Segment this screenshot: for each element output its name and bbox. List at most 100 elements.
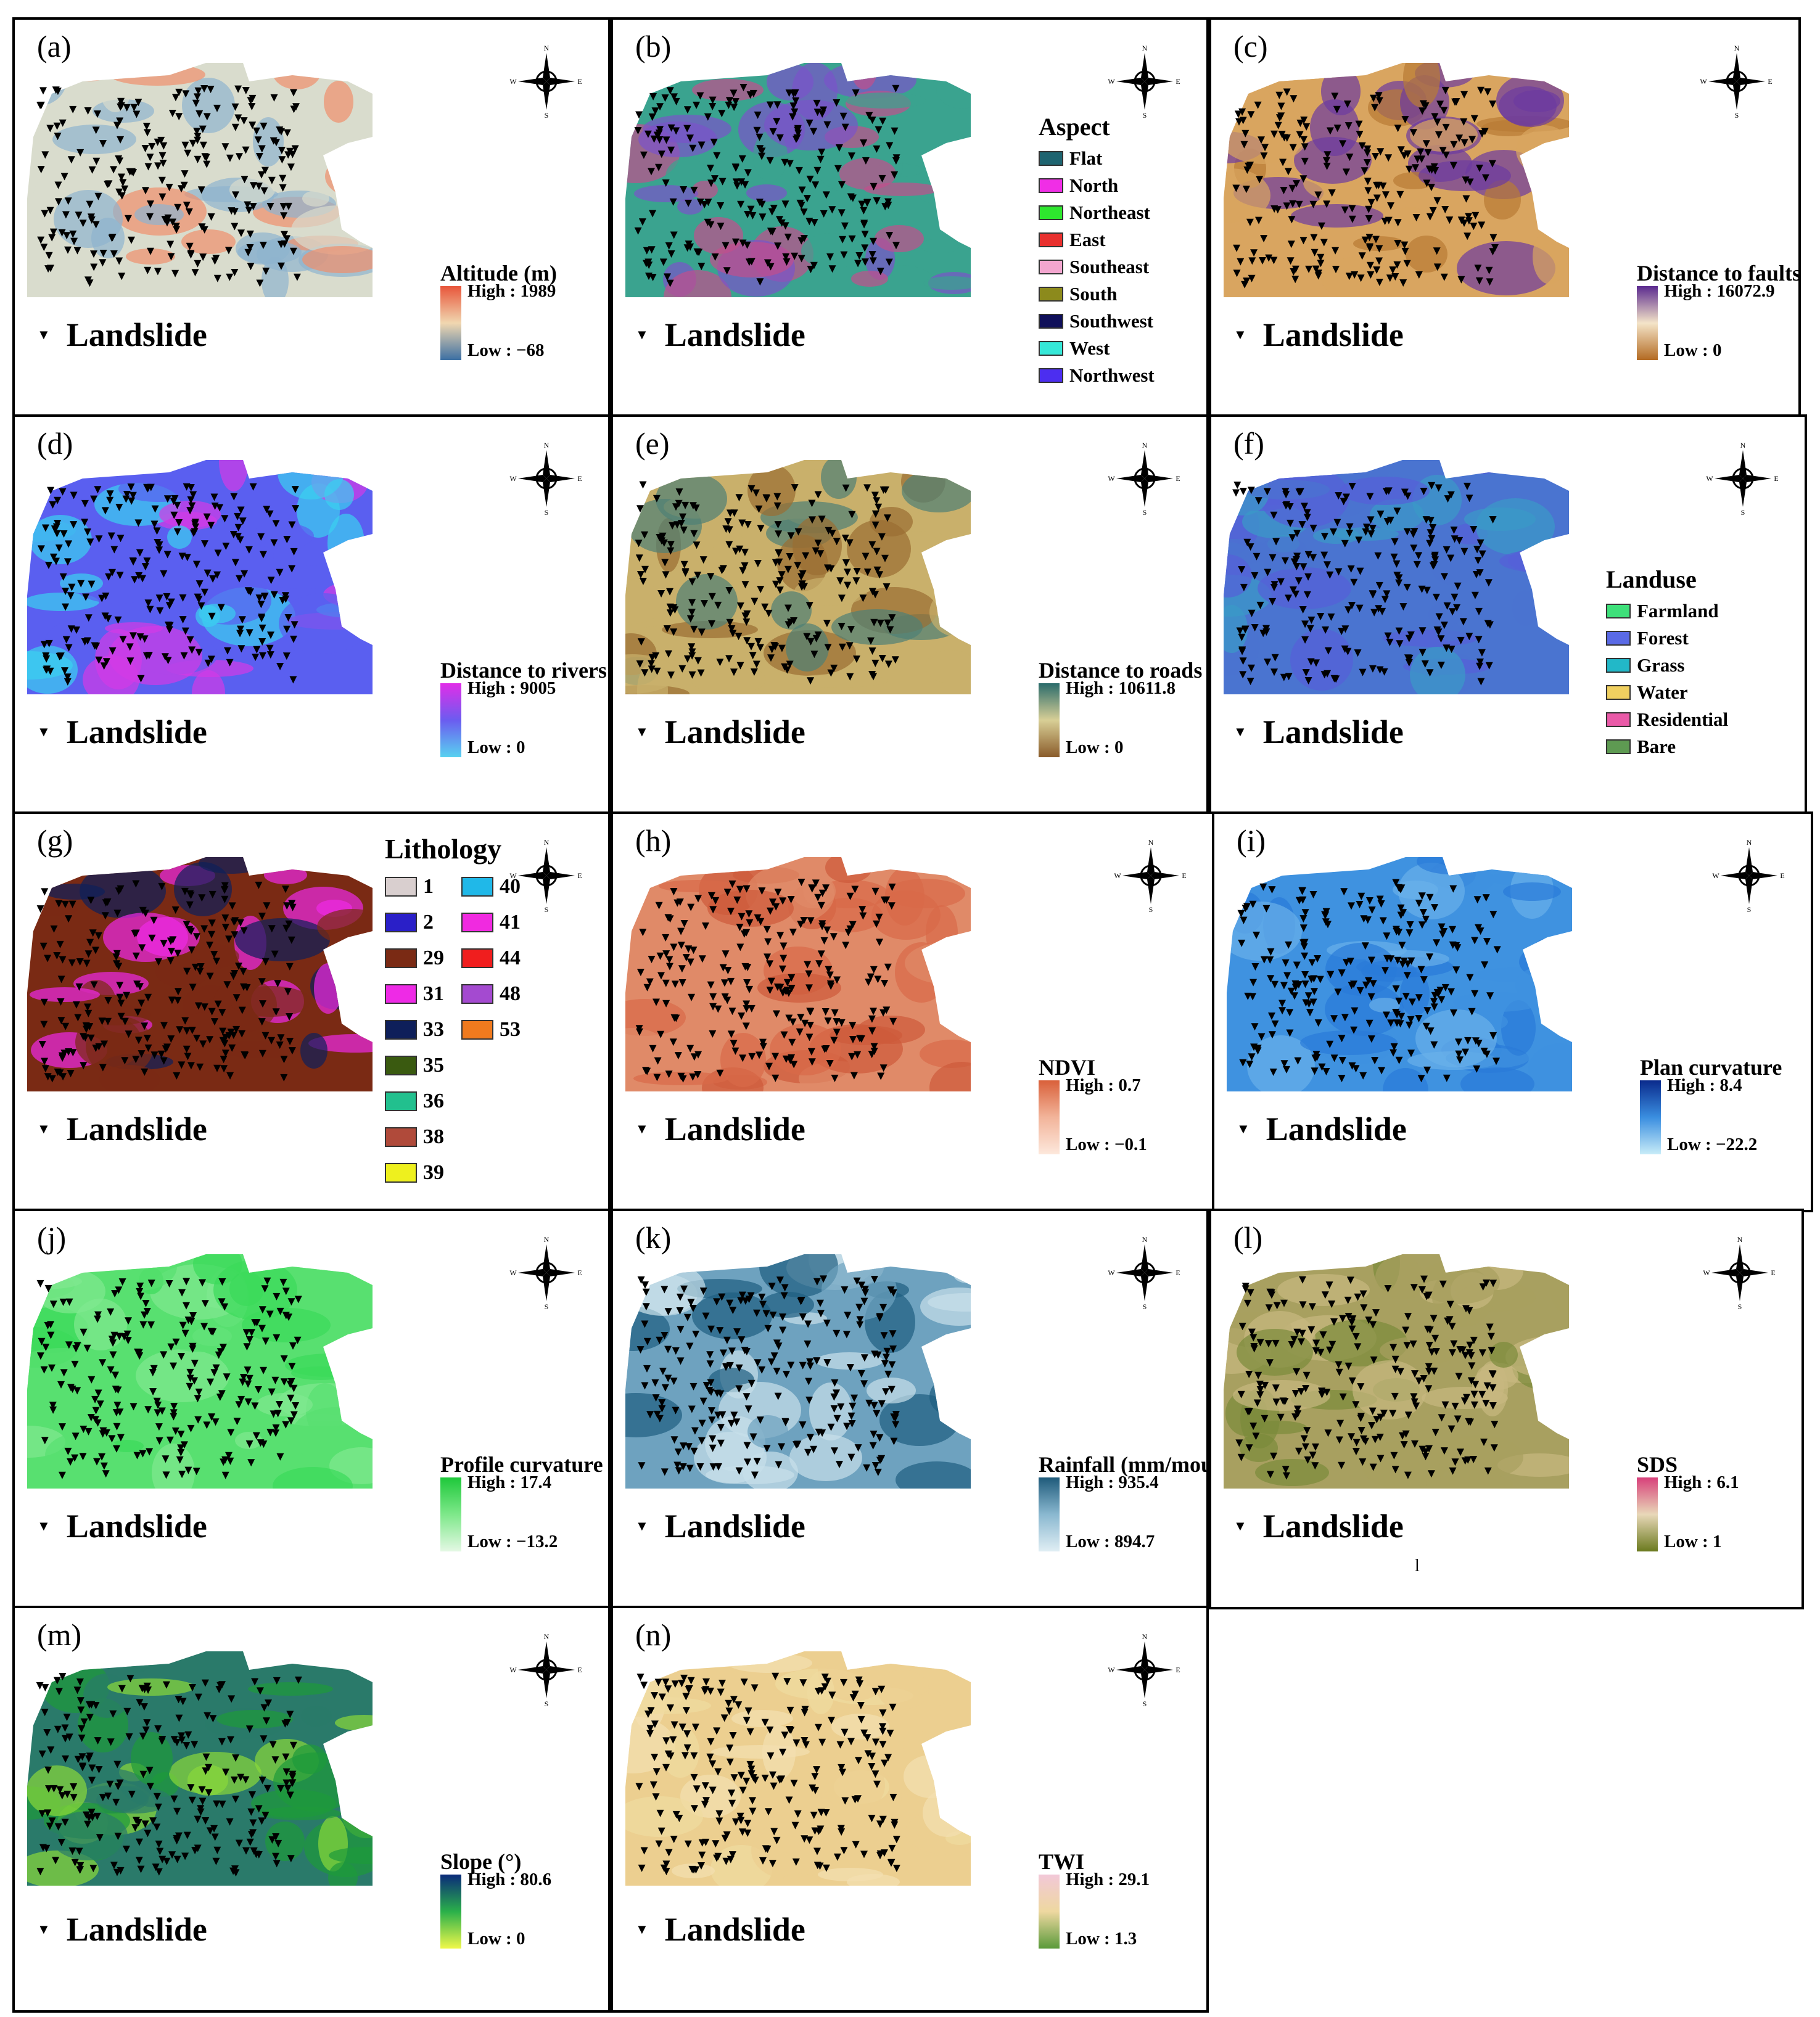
landslide-label: Landslide bbox=[66, 316, 207, 353]
map-panel: (l) N S E W ▼ Landslide SDS High : 6.1 L… bbox=[1209, 1209, 1804, 1609]
legend-item-label: 39 bbox=[423, 1161, 444, 1184]
landslide-legend: ▼ Landslide bbox=[37, 1910, 207, 1949]
legend-title: Distance to rivers (m) bbox=[440, 658, 608, 683]
landslide-legend: ▼ Landslide bbox=[1233, 1507, 1404, 1545]
legend-low-value: Low : 0 bbox=[1664, 340, 1722, 360]
svg-text:S: S bbox=[1735, 111, 1739, 118]
legend-item: 44 bbox=[461, 940, 521, 976]
north-arrow-compass-icon: N S E W bbox=[509, 1633, 582, 1707]
legend-item: North bbox=[1039, 172, 1155, 199]
svg-text:N: N bbox=[544, 442, 550, 450]
color-ramp-bar bbox=[1039, 683, 1060, 757]
legend-item-label: 2 bbox=[423, 911, 434, 934]
map-panel: (n) N S E W ▼ Landslide TWI High : 29.1 … bbox=[611, 1606, 1209, 2013]
color-ramp-legend: Distance to faults (m) High : 16072.9 Lo… bbox=[1637, 260, 1801, 360]
landslide-label: Landslide bbox=[664, 316, 805, 353]
svg-text:N: N bbox=[1737, 1236, 1743, 1244]
svg-text:S: S bbox=[1143, 508, 1147, 516]
legend-swatch bbox=[385, 948, 417, 968]
landslide-points bbox=[636, 1275, 900, 1479]
legend-low-value: Low : 894.7 bbox=[1066, 1532, 1155, 1551]
svg-text:E: E bbox=[1176, 77, 1180, 86]
svg-text:N: N bbox=[1734, 44, 1740, 52]
north-arrow-compass-icon: N S E W bbox=[1703, 1236, 1775, 1310]
legend-item: Farmland bbox=[1606, 598, 1728, 625]
landslide-legend: ▼ Landslide bbox=[1237, 1110, 1407, 1148]
legend-item-label: Northeast bbox=[1069, 202, 1150, 223]
svg-text:E: E bbox=[1768, 77, 1772, 86]
legend-swatch bbox=[1606, 658, 1631, 673]
color-ramp-legend: SDS High : 6.1 Low : 1 bbox=[1637, 1452, 1801, 1551]
landslide-triangle-icon: ▼ bbox=[1233, 724, 1247, 739]
legend-low-value: Low : 1 bbox=[1664, 1532, 1722, 1551]
legend-item: 48 bbox=[461, 976, 521, 1012]
landslide-label: Landslide bbox=[66, 713, 207, 750]
map-panel: (h) N S E W ▼ Landslide NDVI High : 0.7 … bbox=[611, 811, 1215, 1212]
legend-high-value: High : 16072.9 bbox=[1664, 281, 1775, 301]
legend-item-label: 31 bbox=[423, 982, 444, 1005]
map-panel: (d) N S E W ▼ Landslide Distance to rive… bbox=[12, 414, 611, 815]
legend-swatch bbox=[1606, 631, 1631, 646]
svg-text:S: S bbox=[1738, 1302, 1742, 1310]
legend-title: SDS bbox=[1637, 1452, 1678, 1477]
color-ramp-legend: Altitude (m) High : 1989 Low : −68 bbox=[440, 260, 608, 360]
legend-swatch bbox=[385, 1127, 417, 1147]
category-legend: Aspect Flat North Northeast East Southea… bbox=[1039, 112, 1155, 389]
landslide-triangle-icon: ▼ bbox=[1233, 1518, 1247, 1534]
panel-label: (i) bbox=[1237, 823, 1266, 858]
study-area-map bbox=[27, 63, 373, 297]
legend-swatch bbox=[1039, 368, 1063, 383]
landslide-legend: ▼ Landslide bbox=[635, 316, 805, 354]
svg-text:S: S bbox=[545, 111, 549, 118]
landslide-triangle-icon: ▼ bbox=[37, 327, 51, 342]
svg-text:W: W bbox=[1108, 474, 1115, 483]
legend-swatch bbox=[461, 877, 493, 897]
legend-item-label: Farmland bbox=[1637, 600, 1719, 622]
legend-low-value: Low : 0 bbox=[467, 1929, 525, 1949]
legend-item: Northeast bbox=[1039, 199, 1155, 226]
legend-item-label: West bbox=[1069, 337, 1110, 359]
legend-high-value: High : 9005 bbox=[467, 678, 556, 698]
legend-item: 31 bbox=[385, 976, 444, 1012]
study-area-map bbox=[625, 460, 971, 694]
legend-item-label: 38 bbox=[423, 1125, 444, 1148]
color-ramp-bar bbox=[1039, 1875, 1060, 1949]
color-ramp-bar bbox=[1039, 1080, 1060, 1154]
landslide-label: Landslide bbox=[66, 1111, 207, 1148]
legend-swatch bbox=[1039, 260, 1063, 274]
legend-high-value: High : 29.1 bbox=[1066, 1870, 1150, 1889]
study-area-map bbox=[1224, 63, 1569, 297]
legend-item-label: South bbox=[1069, 283, 1118, 305]
north-arrow-compass-icon: N S E W bbox=[1712, 839, 1784, 913]
legend-title: Distance to faults (m) bbox=[1637, 261, 1801, 286]
study-area-map bbox=[1224, 460, 1569, 694]
svg-text:S: S bbox=[1143, 1302, 1147, 1310]
legend-item-label: 40 bbox=[500, 875, 521, 898]
map-panel: (m) N S E W ▼ Landslide Slope (°) High :… bbox=[12, 1606, 611, 2013]
legend-title: Distance to roads (m) bbox=[1039, 658, 1206, 683]
landslide-triangle-icon: ▼ bbox=[635, 327, 649, 342]
panel-label: (k) bbox=[635, 1220, 672, 1255]
map-panel: (g) N S E W ▼ Landslide Lithology 1 2 bbox=[12, 811, 611, 1212]
legend-swatch bbox=[461, 1020, 493, 1040]
legend-swatch bbox=[1606, 712, 1631, 727]
study-area-map bbox=[27, 460, 373, 694]
landslide-legend: ▼ Landslide bbox=[37, 1110, 207, 1148]
legend-item: South bbox=[1039, 281, 1155, 308]
landslide-points bbox=[635, 481, 899, 685]
legend-item: East bbox=[1039, 226, 1155, 253]
north-arrow-compass-icon: N S E W bbox=[1108, 442, 1180, 516]
svg-text:E: E bbox=[1176, 1268, 1180, 1277]
svg-text:W: W bbox=[509, 474, 517, 483]
landslide-label: Landslide bbox=[66, 1508, 207, 1545]
panel-label: (e) bbox=[635, 426, 670, 461]
legend-high-value: High : 6.1 bbox=[1664, 1473, 1739, 1492]
landslide-legend: ▼ Landslide bbox=[37, 713, 207, 751]
landslide-label: Landslide bbox=[1262, 316, 1404, 353]
landslide-legend: ▼ Landslide bbox=[635, 1910, 805, 1949]
color-ramp-bar bbox=[440, 286, 461, 360]
north-arrow-compass-icon: N S E W bbox=[1108, 44, 1180, 118]
legend-item-label: Grass bbox=[1637, 654, 1685, 676]
legend-item: West bbox=[1039, 335, 1155, 362]
panel-label: (n) bbox=[635, 1617, 672, 1652]
